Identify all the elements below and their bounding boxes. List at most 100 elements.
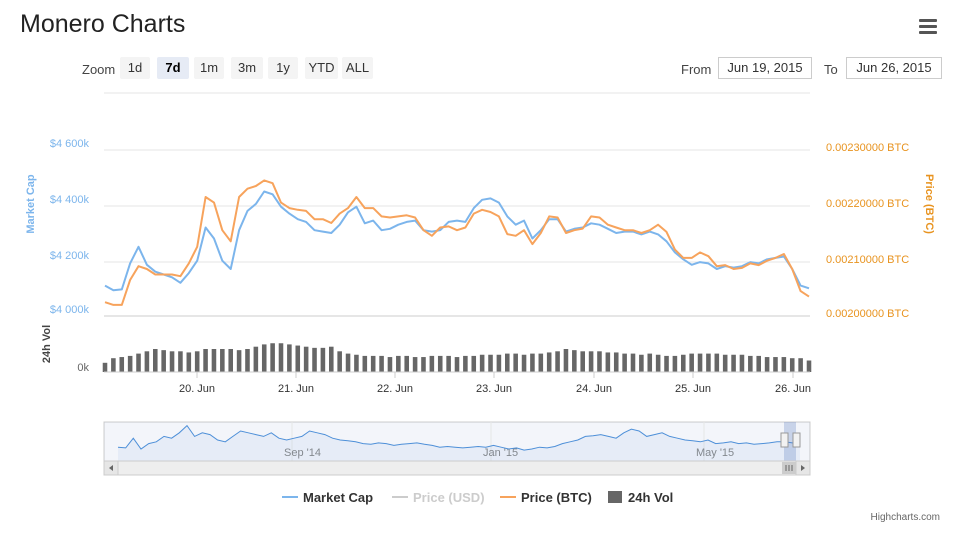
- volume-bar: [220, 349, 225, 372]
- right-axis-tick-label: 0.00210000 BTC: [826, 254, 909, 266]
- legend-label: Price (USD): [413, 490, 485, 505]
- left-axis-tick-label: $4 000k: [50, 304, 90, 316]
- legend-line-symbol-icon: [392, 496, 408, 498]
- volume-bar: [622, 353, 627, 372]
- volume-bar: [312, 347, 317, 372]
- legend-label: Price (BTC): [521, 490, 592, 505]
- zoom-label: Zoom: [82, 62, 116, 77]
- volume-bar: [479, 354, 485, 372]
- navigator-handle[interactable]: [780, 432, 789, 448]
- volume-bar: [588, 351, 594, 372]
- zoom-button-1d[interactable]: 1d: [120, 57, 150, 79]
- volume-bar: [463, 355, 468, 372]
- volume-bar: [119, 357, 125, 372]
- volume-bar: [672, 355, 678, 372]
- volume-bar: [546, 352, 552, 372]
- volume-bar: [731, 354, 736, 372]
- zoom-button-3m[interactable]: 3m: [231, 57, 263, 79]
- legend-item-24h-vol[interactable]: 24h Vol: [608, 490, 673, 505]
- volume-bar: [530, 353, 535, 372]
- volume-bar: [295, 345, 301, 372]
- volume-bar: [538, 353, 544, 372]
- volume-bar: [261, 344, 267, 372]
- volume-bar: [421, 357, 426, 372]
- left-axis-title: Market Cap: [25, 174, 37, 234]
- volume-bar: [102, 362, 108, 372]
- zoom-button-7d[interactable]: 7d: [157, 57, 189, 79]
- navigator-pane: [103, 421, 811, 462]
- volume-bar: [597, 351, 602, 372]
- volume-bar: [127, 355, 133, 372]
- page-title: Monero Charts: [20, 10, 186, 38]
- volume-bar: [345, 353, 351, 372]
- x-axis-tick-label: 23. Jun: [476, 383, 512, 395]
- legend-label: 24h Vol: [628, 490, 674, 505]
- volume-bar: [136, 353, 141, 372]
- scrollbar-track[interactable]: [103, 460, 811, 476]
- volume-bar: [362, 355, 368, 372]
- navigator-handle[interactable]: [792, 432, 801, 448]
- volume-bar: [270, 343, 275, 372]
- volume-bar: [245, 349, 250, 372]
- volume-bar: [521, 354, 527, 372]
- legend-item-price-usd[interactable]: Price (USD): [392, 490, 485, 505]
- legend-item-price-btc[interactable]: Price (BTC): [500, 490, 592, 505]
- scroll-left-arrow-icon: [109, 465, 113, 471]
- volume-bar: [781, 357, 787, 372]
- volume-bar: [396, 355, 401, 372]
- to-date-input[interactable]: Jun 26, 2015: [846, 57, 942, 79]
- from-date-input[interactable]: Jun 19, 2015: [718, 57, 812, 79]
- to-label: To: [824, 62, 838, 77]
- price-btc-line: [104, 179, 810, 306]
- zoom-button-1m[interactable]: 1m: [194, 57, 224, 79]
- hamburger-menu-icon[interactable]: [919, 19, 937, 35]
- from-label: From: [681, 62, 712, 77]
- legend-bar-symbol-icon: [608, 491, 622, 503]
- volume-bar: [681, 354, 686, 372]
- x-axis-tick-label: 26. Jun: [775, 383, 811, 395]
- credits-link[interactable]: Highcharts.com: [870, 512, 940, 523]
- volume-bar: [446, 355, 451, 372]
- volume-bar: [203, 349, 208, 372]
- volume-bar: [354, 354, 359, 372]
- volume-axis-title: 24h Vol: [41, 325, 53, 363]
- volume-bar: [169, 351, 175, 372]
- legend-item-market-cap[interactable]: Market Cap: [282, 490, 373, 505]
- legend-line-symbol-icon: [282, 496, 298, 498]
- volume-bar: [513, 353, 518, 372]
- volume-bar: [471, 355, 477, 372]
- volume-bar: [764, 357, 770, 372]
- volume-bar: [647, 353, 653, 372]
- volume-bar: [404, 355, 409, 372]
- x-axis-tick-label: 25. Jun: [675, 383, 711, 395]
- volume-bar: [379, 355, 384, 372]
- volume-bar: [144, 351, 150, 372]
- volume-bar: [387, 357, 393, 372]
- x-axis-tick-label: 21. Jun: [278, 383, 314, 395]
- volume-bar: [613, 352, 619, 372]
- volume-bar: [789, 358, 795, 372]
- volume-bar: [253, 346, 259, 372]
- volume-bar: [655, 354, 661, 372]
- left-axis-tick-label: $4 200k: [50, 250, 90, 262]
- right-axis-tick-label: 0.00230000 BTC: [826, 142, 909, 154]
- volume-bar: [329, 346, 334, 372]
- scroll-right-arrow-icon: [801, 465, 805, 471]
- volume-bar: [555, 351, 560, 372]
- navigator-area: [118, 425, 800, 461]
- navigator-tick-label: May '15: [696, 447, 734, 459]
- zoom-button-all[interactable]: ALL: [342, 57, 373, 79]
- volume-bar: [412, 357, 418, 372]
- zoom-button-ytd[interactable]: YTD: [305, 57, 338, 79]
- volume-bar: [748, 355, 753, 372]
- volume-bar: [664, 355, 669, 372]
- volume-bar: [639, 354, 644, 372]
- right-axis-tick-label: 0.00200000 BTC: [826, 308, 909, 320]
- volume-bar: [320, 347, 326, 372]
- zoom-button-1y[interactable]: 1y: [268, 57, 298, 79]
- volume-bar: [161, 350, 166, 372]
- volume-bar: [580, 351, 585, 372]
- navigator-tick-label: Sep '14: [284, 447, 321, 459]
- volume-bar: [689, 353, 694, 372]
